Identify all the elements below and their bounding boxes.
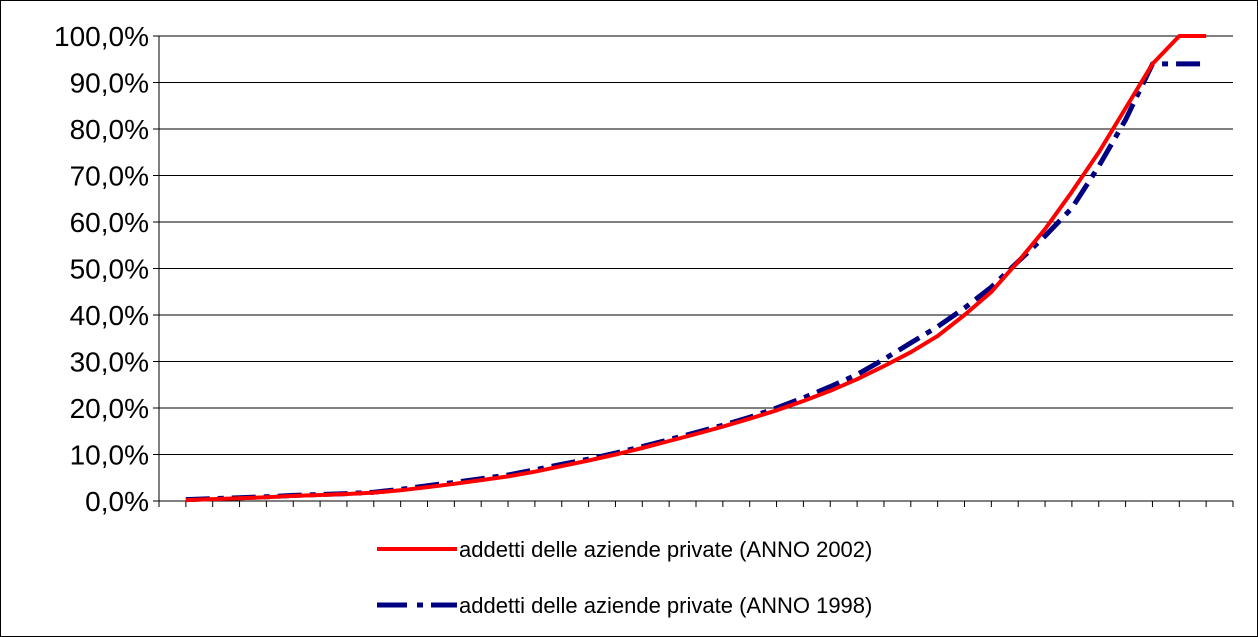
y-tick-label: 30,0% [70, 347, 149, 378]
legend-label: addetti delle aziende private (ANNO 2002… [459, 537, 872, 562]
y-tick-label: 80,0% [70, 114, 149, 145]
y-tick-label: 20,0% [70, 393, 149, 424]
series-line-2002 [185, 34, 1207, 503]
y-tick-label: 50,0% [70, 254, 149, 285]
y-tick-label: 90,0% [70, 68, 149, 99]
y-tick-label: 100,0% [54, 21, 149, 52]
y-tick-label: 70,0% [70, 161, 149, 192]
y-tick-label: 0,0% [85, 486, 149, 517]
y-tick-label: 60,0% [70, 207, 149, 238]
legend-label: addetti delle aziende private (ANNO 1998… [459, 593, 872, 618]
y-tick-label: 40,0% [70, 300, 149, 331]
y-tick-label: 10,0% [70, 440, 149, 471]
